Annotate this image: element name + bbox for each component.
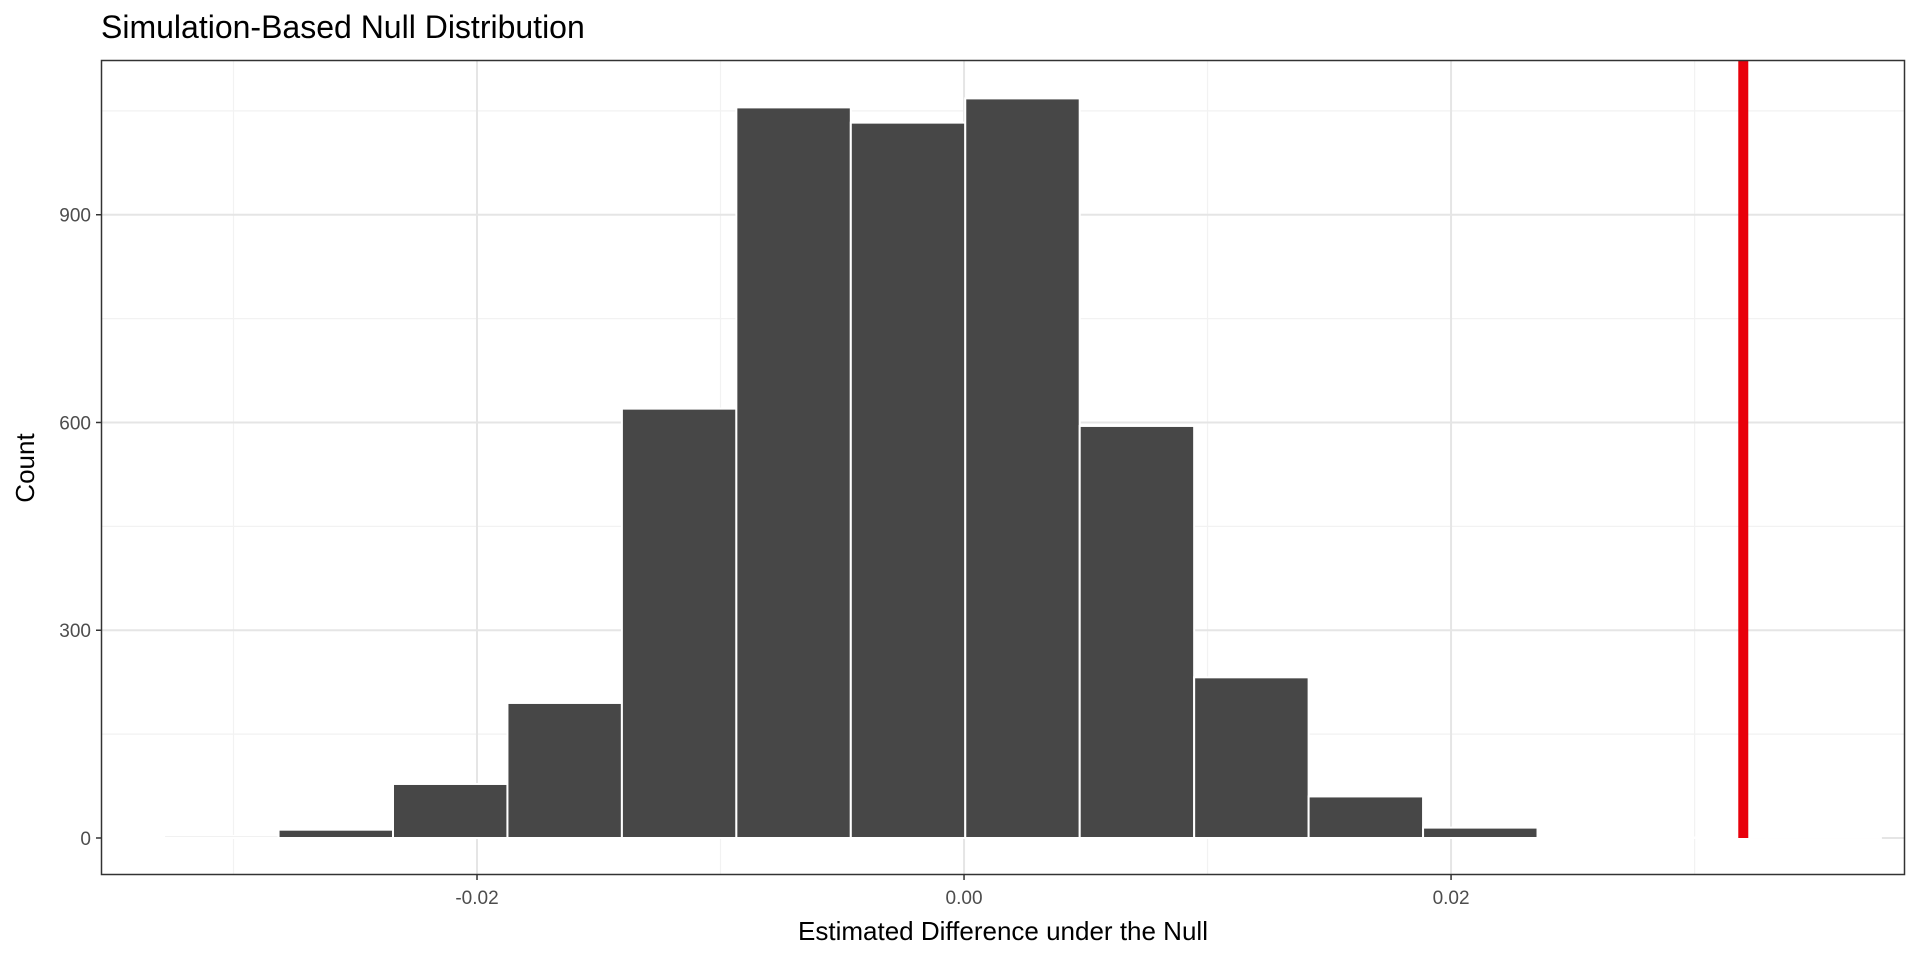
panel-border — [100, 59, 1906, 876]
histogram-bar-10 — [1193, 676, 1310, 839]
histogram-bar-2 — [277, 828, 394, 839]
histogram-bar-3 — [391, 782, 509, 839]
histogram-bar-9 — [1078, 424, 1196, 839]
histogram-bar-4 — [506, 701, 623, 839]
histogram-bar-6 — [735, 106, 852, 839]
y-tick-label: 0 — [80, 829, 91, 850]
y-tick-label: 600 — [59, 413, 91, 434]
histogram-bar-1 — [163, 834, 280, 839]
y-tick-label: 900 — [59, 206, 91, 227]
histogram-bar-11 — [1307, 795, 1425, 839]
histogram-bar-7 — [849, 121, 967, 839]
histogram-bar-0 — [48, 836, 166, 839]
histogram-bar-14 — [1650, 836, 1768, 839]
y-tick-label: 300 — [59, 621, 91, 642]
y-axis-title: Count — [10, 433, 40, 503]
x-tick-label: 0.02 — [1433, 888, 1470, 909]
x-axis-ticks: -0.02 0.00 0.02 — [455, 874, 1470, 909]
x-axis-title: Estimated Difference under the Null — [798, 916, 1208, 946]
y-axis-ticks: 0 300 600 900 — [59, 206, 102, 850]
chart-title: Simulation-Based Null Distribution — [101, 9, 585, 45]
histogram-bar-13 — [1536, 836, 1653, 839]
histogram-bar-15 — [1765, 836, 1882, 839]
histogram-bar-8 — [964, 97, 1081, 839]
histogram-bars — [48, 97, 1882, 839]
x-tick-label: 0.00 — [946, 888, 983, 909]
x-tick-label: -0.02 — [455, 888, 498, 909]
histogram-bar-12 — [1422, 826, 1539, 839]
histogram-bar-5 — [620, 407, 738, 839]
